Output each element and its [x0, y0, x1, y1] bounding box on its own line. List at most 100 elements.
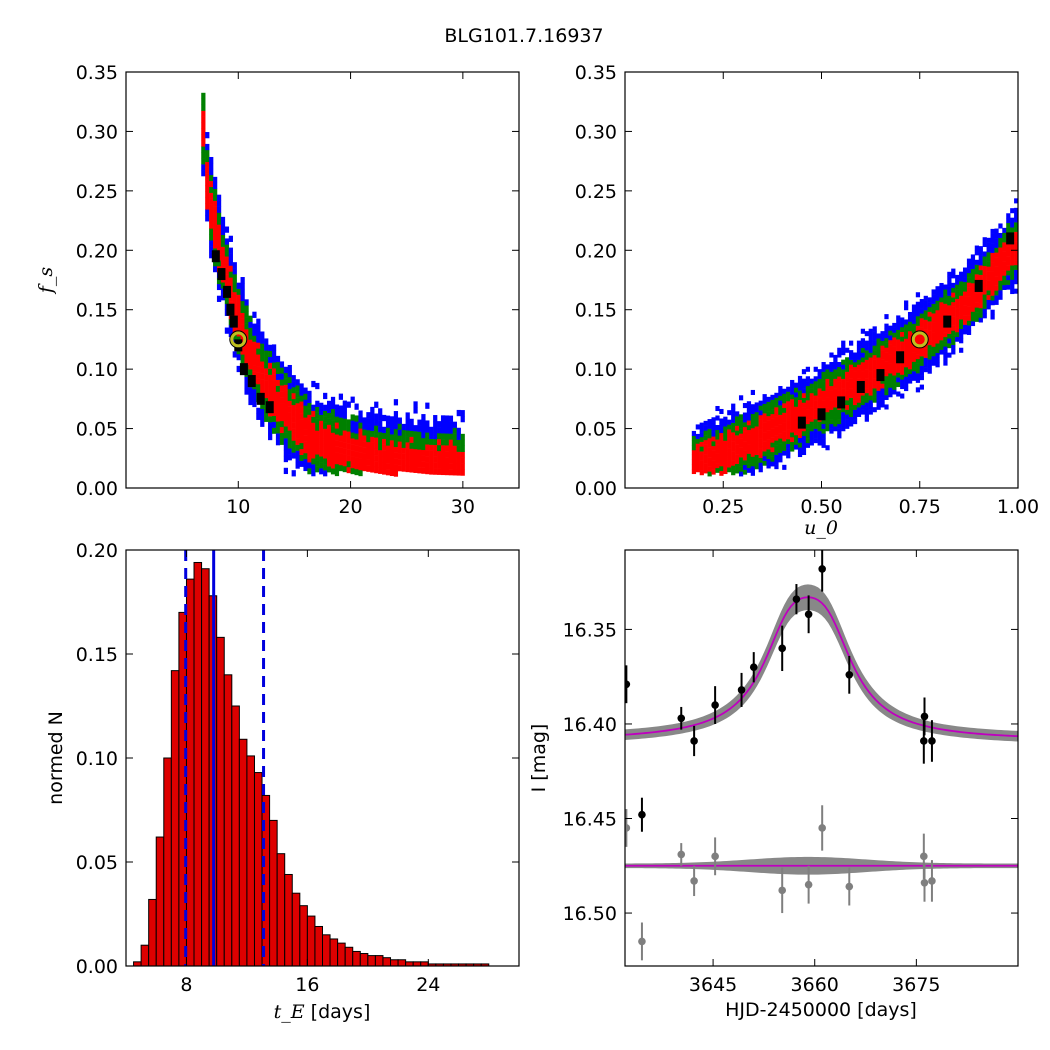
fs-vs-te-cell — [279, 438, 285, 445]
fs-vs-te-cell — [244, 305, 249, 312]
fs-vs-u0-cell — [860, 338, 866, 344]
fs-vs-u0-cell — [750, 442, 755, 448]
fs-vs-te-cell — [268, 410, 273, 417]
fs-vs-te-cell — [268, 344, 273, 352]
fs-vs-u0-cell — [801, 430, 807, 437]
fs-vs-te-cell — [444, 427, 450, 434]
fs-vs-u0-cell — [829, 395, 834, 401]
fs-vs-u0-cell — [907, 359, 913, 365]
fs-vs-u0-cell — [939, 349, 944, 355]
fs-vs-u0-cell — [801, 445, 807, 451]
fs-vs-u0-cell — [691, 430, 697, 437]
fs-vs-u0-cell — [868, 400, 873, 406]
fs-vs-te-cell — [248, 339, 253, 346]
fs-vs-u0-cell — [829, 352, 834, 358]
fs-vs-u0-cell — [797, 404, 803, 410]
fs-vs-te-cell — [232, 333, 237, 340]
fs-vs-u0-cell — [856, 354, 862, 360]
fs-vs-u0-cell — [699, 465, 704, 471]
fs-vs-te-cell — [256, 336, 261, 343]
fs-vs-te-cell — [228, 271, 233, 278]
fs-vs-te-cell — [425, 402, 430, 409]
fs-vs-te-cell — [393, 440, 399, 447]
fs-vs-te-cell — [275, 415, 281, 422]
fs-vs-te-cell — [213, 194, 218, 201]
fs-vs-te-cell — [224, 274, 230, 281]
fs-vs-te-cell — [444, 457, 450, 464]
fs-vs-u0-cell — [829, 404, 834, 410]
fs-vs-u0-cell — [813, 404, 818, 410]
fs-vs-u0-cell — [927, 368, 932, 374]
fs-vs-u0-cell — [719, 423, 724, 429]
fs-vs-te-cell — [287, 394, 292, 401]
fs-vs-u0-cell — [915, 301, 921, 307]
fs-vs-u0-cell — [927, 344, 932, 350]
fs-vs-te-cell — [334, 428, 340, 435]
fs-vs-u0-cell — [849, 383, 854, 389]
fs-vs-te-cell — [334, 440, 340, 447]
fs-vs-u0-cell — [778, 438, 783, 444]
fs-vs-u0-cell — [911, 347, 917, 353]
fs-vs-u0-cell — [884, 323, 889, 329]
fs-vs-u0-cell — [959, 300, 964, 306]
fs-vs-te-cell — [248, 363, 253, 370]
fs-vs-te-cell — [228, 330, 233, 338]
light-curve-ytick-label: 16.50 — [563, 903, 617, 925]
fs-vs-te-cell — [385, 439, 391, 446]
fs-vs-u0-cell — [852, 395, 858, 401]
fs-vs-te-cell — [307, 438, 312, 445]
fs-vs-u0-cell — [790, 441, 795, 447]
fs-vs-u0-cell — [837, 381, 842, 387]
fs-vs-te-cell — [201, 128, 206, 135]
fs-vs-te-xtick-label: 30 — [451, 496, 475, 518]
fs-vs-te-cell — [240, 288, 245, 296]
fs-vs-te-cell — [350, 432, 355, 439]
fs-vs-u0-cell — [986, 237, 991, 243]
fs-vs-u0-cell — [962, 310, 968, 316]
fs-vs-u0-cell — [699, 446, 704, 452]
fs-vs-te-cell — [303, 393, 308, 400]
fs-vs-te-cell — [334, 463, 340, 471]
fs-vs-te-cell — [260, 331, 265, 338]
fs-vs-u0-cell — [766, 458, 771, 464]
fs-vs-u0-cell — [868, 404, 873, 410]
fs-vs-u0-cell — [770, 423, 775, 429]
fs-vs-te-cell — [271, 397, 277, 405]
fs-vs-u0-cell — [754, 464, 759, 470]
fs-vs-te-cell — [283, 455, 288, 463]
fs-vs-te-cell — [295, 385, 300, 392]
fs-vs-u0-cell — [742, 469, 748, 475]
fs-vs-u0-cell — [907, 311, 913, 318]
fs-vs-u0-cell — [782, 441, 787, 447]
fs-vs-u0-cell — [868, 333, 873, 339]
fs-vs-u0-cell — [864, 392, 869, 398]
fs-vs-te-cell — [417, 455, 422, 462]
fs-vs-u0-cell — [907, 330, 913, 337]
fs-vs-te-cell — [319, 462, 324, 469]
fs-vs-te-cell — [330, 432, 336, 439]
fs-vs-u0-cell — [935, 286, 940, 292]
fs-vs-te-cell — [260, 402, 265, 410]
fs-vs-u0-cell — [919, 384, 924, 390]
fs-vs-u0-cell — [907, 378, 913, 384]
fs-vs-te-cell — [354, 445, 359, 452]
fs-vs-te-cell — [374, 401, 379, 408]
fs-vs-u0-cell — [699, 460, 704, 466]
fs-vs-u0-cell — [1010, 246, 1015, 252]
fs-vs-te-cell — [244, 352, 249, 360]
fs-vs-te-cell — [389, 428, 395, 435]
fs-vs-te-cell — [213, 242, 218, 249]
te-histogram-xtick-label: 16 — [295, 974, 319, 996]
fs-vs-u0-cell — [793, 434, 799, 441]
light-curve-residual-point — [711, 852, 719, 861]
light-curve-data-point — [818, 565, 826, 573]
fs-vs-u0-cell — [805, 438, 811, 444]
fs-vs-u0-cell — [1010, 250, 1015, 257]
fs-vs-u0-cell — [955, 308, 960, 314]
fs-vs-u0-cell — [1010, 265, 1015, 271]
fs-vs-u0-ytick-label: 0.35 — [575, 62, 617, 84]
fs-vs-te-cell — [326, 442, 332, 449]
fs-vs-te-cell — [401, 447, 406, 454]
fs-vs-u0-cell — [797, 390, 803, 396]
